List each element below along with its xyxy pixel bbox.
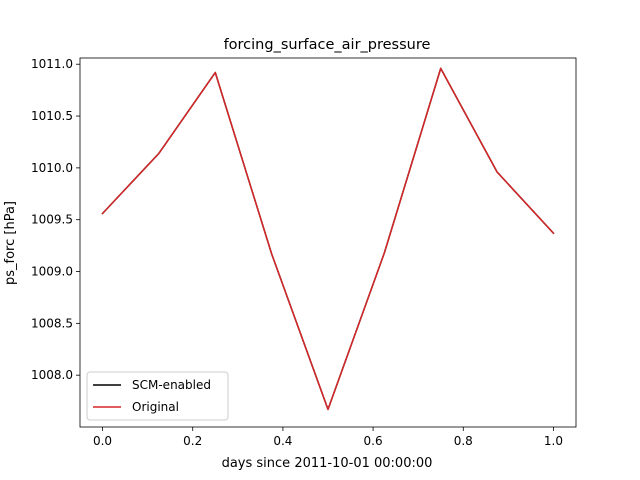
series-line-original xyxy=(101,67,555,411)
x-tick-label: 0.6 xyxy=(364,434,383,448)
x-tick-label: 0.0 xyxy=(93,434,112,448)
y-tick-label: 1011.0 xyxy=(31,57,73,71)
x-tick-label: 0.8 xyxy=(454,434,473,448)
y-tick-label: 1009.5 xyxy=(31,213,73,227)
x-tick-label: 1.0 xyxy=(544,434,563,448)
y-tick-label: 1010.0 xyxy=(31,161,73,175)
series-line-scm-enabled xyxy=(101,67,555,411)
y-tick-label: 1008.0 xyxy=(31,368,73,382)
legend-label: SCM-enabled xyxy=(132,378,211,392)
y-axis-label: ps_forc [hPa] xyxy=(3,201,18,285)
x-tick-label: 0.2 xyxy=(183,434,202,448)
y-tick-label: 1009.0 xyxy=(31,265,73,279)
y-tick-label: 1010.5 xyxy=(31,109,73,123)
x-tick-label: 0.4 xyxy=(273,434,292,448)
chart-title: forcing_surface_air_pressure xyxy=(224,37,431,53)
legend-label: Original xyxy=(132,400,179,414)
x-axis-label: days since 2011-10-01 00:00:00 xyxy=(222,456,433,471)
plot-frame xyxy=(79,57,577,428)
y-tick-label: 1008.5 xyxy=(31,316,73,330)
legend-box xyxy=(86,371,229,421)
